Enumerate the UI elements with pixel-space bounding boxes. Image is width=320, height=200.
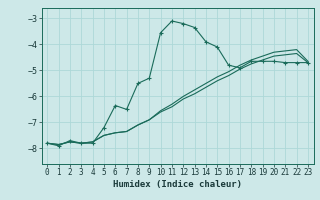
X-axis label: Humidex (Indice chaleur): Humidex (Indice chaleur) <box>113 180 242 189</box>
